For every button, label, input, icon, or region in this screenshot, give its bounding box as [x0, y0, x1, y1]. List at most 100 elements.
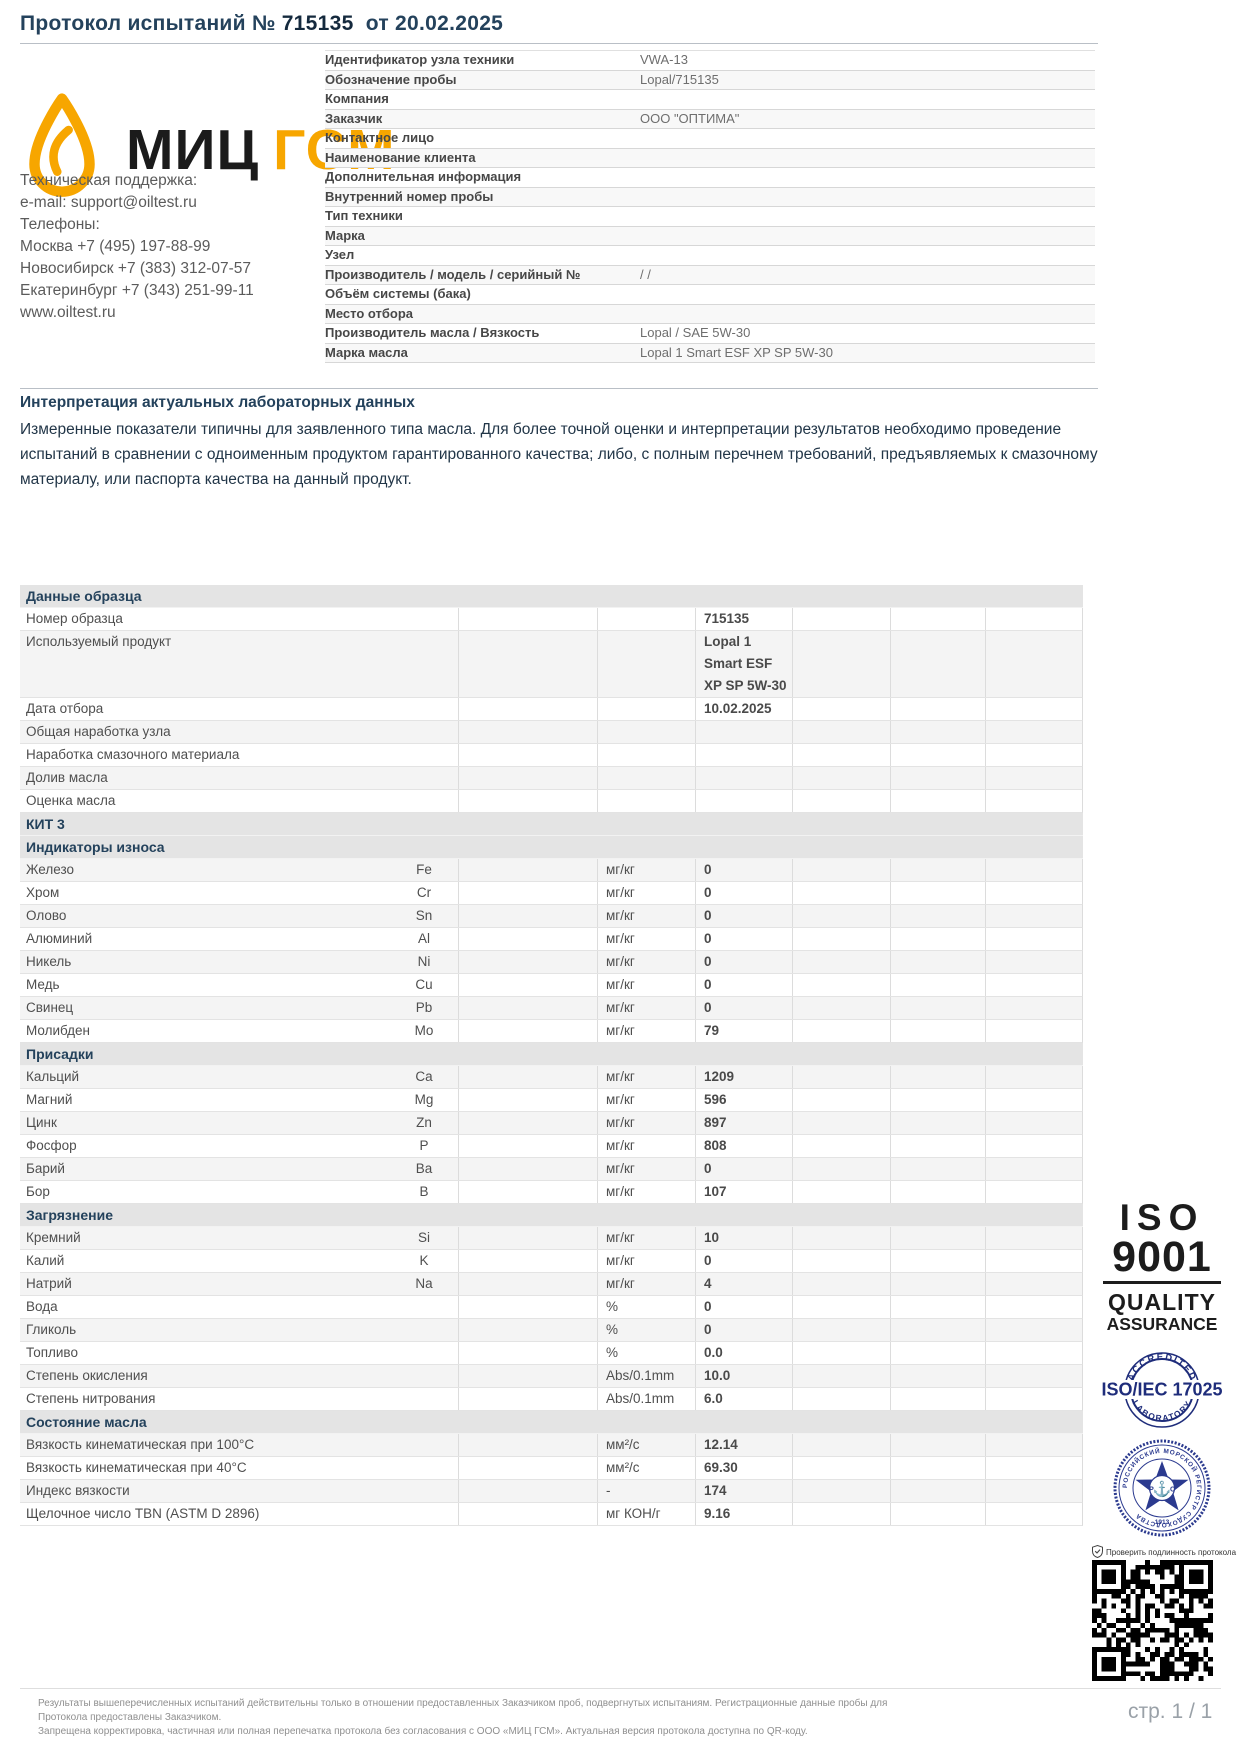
info-label: Идентификатор узла техники — [325, 52, 515, 68]
row-label: Никель — [26, 954, 72, 969]
row-unit: мг/кг — [597, 1066, 695, 1088]
spacer-cell — [985, 698, 1083, 720]
spacer-cell — [792, 744, 890, 766]
row-unit: мг/кг — [597, 1181, 695, 1203]
info-label: Марка масла — [325, 344, 408, 360]
spacer-cell — [792, 905, 890, 927]
table-row: Барий Ba мг/кг 0 — [20, 1158, 1083, 1181]
table-row: Магний Mg мг/кг 596 — [20, 1089, 1083, 1112]
table-row: Свинец Pb мг/кг 0 — [20, 997, 1083, 1020]
spacer-cell — [458, 882, 597, 904]
row-label: Молибден — [26, 1023, 90, 1038]
row-label: Железо — [26, 862, 74, 877]
element-symbol: Al — [417, 931, 430, 946]
spacer-cell — [890, 1112, 985, 1134]
register-stamp: РОССИЙСКИЙ МОРСКОЙ РЕГИСТР СУДОХОДСТВА ⚓… — [1112, 1438, 1212, 1538]
row-value: 69.30 — [695, 1457, 792, 1479]
row-value: 107 — [695, 1181, 792, 1203]
info-label: Место отбора — [325, 305, 413, 321]
spacer-cell — [890, 1480, 985, 1502]
info-label: Контактное лицо — [325, 130, 435, 146]
brand-left: МИЦ — [126, 118, 260, 182]
spacer-cell — [890, 1020, 985, 1042]
row-unit: мг/кг — [597, 1250, 695, 1272]
row-label: Вязкость кинематическая при 100°С — [26, 1437, 255, 1452]
table-row: Алюминий Al мг/кг 0 — [20, 928, 1083, 951]
element-symbol — [390, 1365, 458, 1387]
spacer-cell — [792, 1273, 890, 1295]
iso-9001-line3: QUALITY — [1108, 1289, 1216, 1315]
row-label: Алюминий — [26, 931, 93, 946]
table-row: Медь Cu мг/кг 0 — [20, 974, 1083, 997]
table-row: Вязкость кинематическая при 40°С мм²/с 69.… — [20, 1457, 1083, 1480]
spacer-cell — [985, 744, 1083, 766]
shield-check-icon — [1092, 1544, 1103, 1560]
register-year: 1913 — [1155, 1519, 1170, 1526]
spacer-cell — [985, 1250, 1083, 1272]
row-label: Используемый продукт — [26, 634, 172, 649]
spacer-cell — [985, 1273, 1083, 1295]
contact-line: Москва +7 (495) 197-88-99 — [20, 238, 211, 255]
element-symbol — [390, 1388, 458, 1410]
row-label: Олово — [26, 908, 67, 923]
info-row: Тип техники — [325, 207, 1095, 227]
spacer-cell — [985, 721, 1083, 743]
table-row: Используемый продукт Lopal 1 Smart ESF XP… — [20, 631, 1083, 698]
spacer-cell — [458, 905, 597, 927]
spacer-cell — [792, 1296, 890, 1318]
element-symbol: Zn — [416, 1115, 432, 1130]
spacer-cell — [890, 1273, 985, 1295]
spacer-cell — [890, 631, 985, 697]
row-value: 0 — [695, 882, 792, 904]
row-unit: мг/кг — [597, 928, 695, 950]
spacer-cell — [985, 631, 1083, 697]
row-unit: % — [597, 1319, 695, 1341]
spacer-cell — [792, 1250, 890, 1272]
info-row: Производитель / модель / серийный № / / — [325, 265, 1095, 285]
spacer-cell — [458, 1250, 597, 1272]
spacer-cell — [792, 1066, 890, 1088]
info-label: Заказчик — [325, 110, 383, 126]
spacer-cell — [890, 1503, 985, 1525]
spacer-cell — [890, 1457, 985, 1479]
spacer-cell — [985, 1319, 1083, 1341]
svg-text:ACCREDITED: ACCREDITED — [1126, 1352, 1199, 1383]
spacer-cell — [890, 1066, 985, 1088]
spacer-cell — [792, 882, 890, 904]
element-symbol — [390, 1480, 458, 1502]
row-value: 79 — [695, 1020, 792, 1042]
spacer-cell — [890, 1388, 985, 1410]
row-unit: мг/кг — [597, 974, 695, 996]
info-label: Обозначение пробы — [325, 71, 457, 87]
spacer-cell — [792, 721, 890, 743]
row-unit: мг/кг — [597, 997, 695, 1019]
spacer-cell — [458, 1089, 597, 1111]
row-value: 0 — [695, 974, 792, 996]
spacer-cell — [985, 1181, 1083, 1203]
element-symbol — [390, 1457, 458, 1479]
footer-line1: Результаты вышеперечисленных испытаний д… — [38, 1698, 888, 1723]
spacer-cell — [890, 1342, 985, 1364]
page-title: Протокол испытаний № 715135 от 20.02.2025 — [20, 12, 503, 36]
title-label: Протокол испытаний № — [20, 12, 276, 35]
row-label: Вязкость кинематическая при 40°С — [26, 1460, 247, 1475]
spacer-cell — [890, 1181, 985, 1203]
spacer-cell — [458, 790, 597, 812]
sample-info-table: Идентификатор узла техники VWA-13 Обозначе… — [325, 50, 1095, 363]
spacer-cell — [792, 1319, 890, 1341]
spacer-cell — [985, 1020, 1083, 1042]
spacer-cell — [985, 1112, 1083, 1134]
row-label: Магний — [26, 1092, 73, 1107]
page-number: стр. 1 / 1 — [1128, 1700, 1213, 1723]
row-value: 10 — [695, 1227, 792, 1249]
element-symbol: Ba — [415, 1161, 433, 1176]
footer-divider — [20, 1688, 1221, 1689]
spacer-cell — [458, 1227, 597, 1249]
spacer-cell — [792, 1434, 890, 1456]
row-value — [695, 790, 792, 812]
row-unit — [597, 744, 695, 766]
spacer-cell — [792, 1158, 890, 1180]
row-value: 10.0 — [695, 1365, 792, 1387]
spacer-cell — [985, 1066, 1083, 1088]
row-value — [695, 721, 792, 743]
